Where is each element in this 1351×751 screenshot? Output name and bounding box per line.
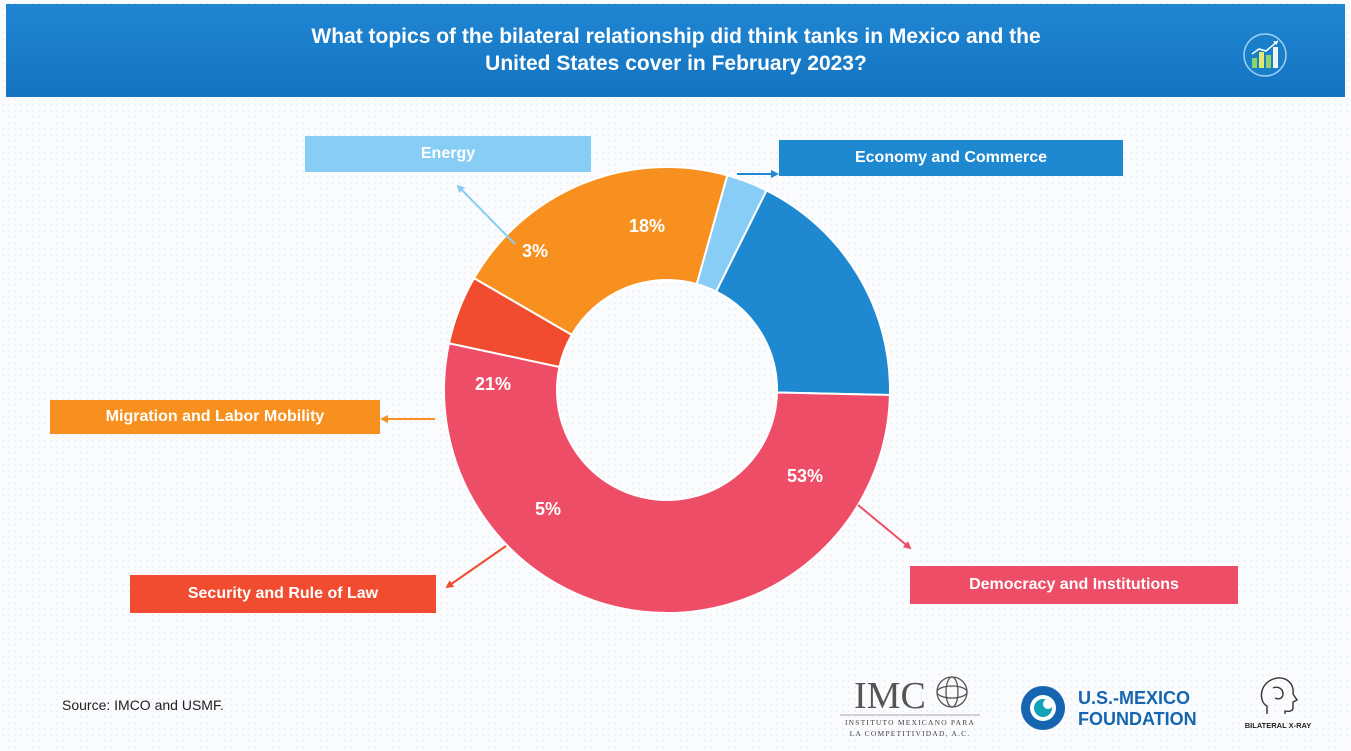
imco-subtitle-1: INSTITUTO MEXICANO PARA (845, 718, 975, 727)
source-note: Source: IMCO and USMF. (62, 697, 224, 713)
pct-label-democracy-and-institutions: 53% (787, 466, 823, 486)
imco-logo-graphic: IMC INSTITUTO MEXICANO PARA LA COMPETITI… (840, 675, 980, 738)
imco-logo: IMC INSTITUTO MEXICANO PARA LA COMPETITI… (834, 668, 986, 740)
title-line-2: United States cover in February 2023? (485, 52, 867, 75)
leader-arrow-security-and-rule-of-law (445, 545, 507, 589)
usmf-emblem-icon (1021, 686, 1065, 730)
pct-label-migration-and-labor-mobility: 21% (475, 374, 511, 394)
slice-energy (695, 174, 768, 293)
head-profile-icon (1260, 677, 1299, 714)
usmf-name-line-1: U.S.-MEXICO (1078, 688, 1190, 708)
usmf-name-line-2: FOUNDATION (1078, 709, 1197, 729)
imco-wordmark: IMC (854, 675, 926, 717)
label-energy: Energy (305, 136, 591, 172)
label-migration-and-labor-mobility: Migration and Labor Mobility (50, 400, 380, 434)
label-economy-and-commerce: Economy and Commerce (779, 140, 1123, 176)
leader-arrow-democracy-and-institutions (857, 504, 912, 550)
bilateral-xray-wordmark: BILATERAL X-RAY (1245, 721, 1311, 730)
usmf-logo: U.S.-MEXICO FOUNDATION (1016, 680, 1216, 736)
globe-icon (936, 676, 968, 708)
pct-label-economy-and-commerce: 18% (629, 216, 665, 236)
imco-subtitle-2: LA COMPETITIVIDAD, A.C. (850, 729, 971, 738)
title-line-1: What topics of the bilateral relationshi… (311, 25, 1041, 48)
label-security-and-rule-of-law: Security and Rule of Law (130, 575, 436, 613)
bilateral-xray-logo: BILATERAL X-RAY (1245, 668, 1311, 738)
slice-democracy-and-institutions (443, 342, 891, 614)
slice-migration-and-labor-mobility (472, 166, 729, 337)
slice-economy-and-commerce (714, 189, 891, 397)
page-title: What topics of the bilateral relationshi… (126, 23, 1226, 77)
bar-chart-globe-icon (1243, 33, 1287, 77)
header-banner: What topics of the bilateral relationshi… (6, 4, 1345, 97)
label-democracy-and-institutions: Democracy and Institutions (910, 566, 1238, 604)
pct-label-security-and-rule-of-law: 5% (535, 499, 561, 519)
usmf-logo-graphic: U.S.-MEXICO FOUNDATION (1021, 686, 1197, 730)
bilateral-xray-graphic: BILATERAL X-RAY (1245, 677, 1311, 730)
leader-arrow-energy (456, 184, 516, 245)
pct-label-energy: 3% (522, 241, 548, 261)
